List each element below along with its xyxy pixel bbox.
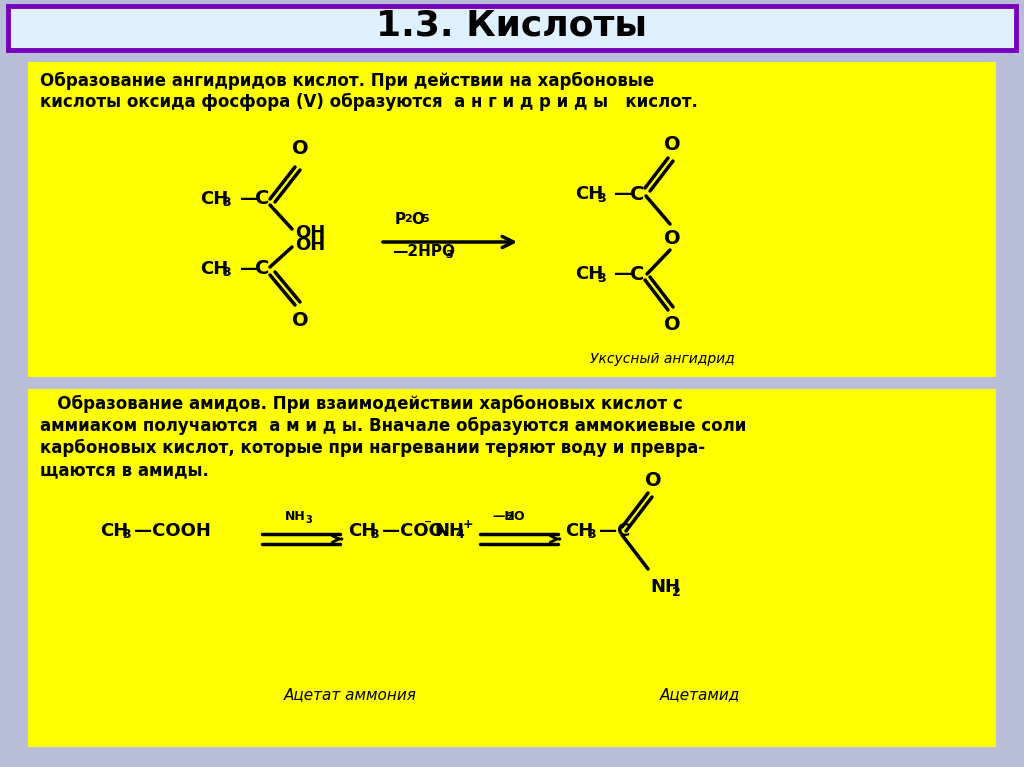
Text: —C: —C <box>599 522 631 540</box>
Text: 2: 2 <box>404 214 412 224</box>
Text: ⁻: ⁻ <box>424 518 432 532</box>
Text: OH: OH <box>295 224 326 242</box>
Text: 1.3. Кислоты: 1.3. Кислоты <box>377 9 647 43</box>
Text: 3: 3 <box>222 266 230 279</box>
Text: +: + <box>463 518 474 532</box>
FancyBboxPatch shape <box>28 389 996 747</box>
Text: O: O <box>645 472 662 491</box>
Text: 3: 3 <box>597 272 605 285</box>
Text: —COOH: —COOH <box>134 522 211 540</box>
Text: 3: 3 <box>597 192 605 205</box>
Text: CH: CH <box>200 190 228 208</box>
Text: O: O <box>664 134 680 153</box>
Text: C: C <box>255 259 269 278</box>
Text: —: — <box>240 190 258 208</box>
Text: OH: OH <box>295 236 326 254</box>
Text: O: O <box>292 140 308 159</box>
Text: 2: 2 <box>506 512 513 522</box>
Text: 3: 3 <box>370 528 379 542</box>
Text: O: O <box>513 511 523 524</box>
Text: C: C <box>630 185 644 203</box>
FancyBboxPatch shape <box>8 6 1016 50</box>
Text: —: — <box>240 260 258 278</box>
Text: O: O <box>664 314 680 334</box>
Text: CH: CH <box>575 185 603 203</box>
Text: кислоты оксида фосфора (V) образуются  а н г и д р и д ы   кислот.: кислоты оксида фосфора (V) образуются а … <box>40 93 698 111</box>
Text: 3: 3 <box>222 196 230 209</box>
Text: 3: 3 <box>587 528 596 542</box>
Text: Образование амидов. При взаимодействии харбоновых кислот с: Образование амидов. При взаимодействии х… <box>40 395 683 413</box>
Text: 3: 3 <box>122 528 131 542</box>
Text: 5: 5 <box>421 214 429 224</box>
Text: аммиаком получаются  а м и д ы. Вначале образуются аммокиевые соли: аммиаком получаются а м и д ы. Вначале о… <box>40 417 746 435</box>
Text: CH: CH <box>100 522 128 540</box>
Text: CH: CH <box>575 265 603 283</box>
Text: CH: CH <box>565 522 593 540</box>
Text: C: C <box>255 189 269 209</box>
Text: —COO: —COO <box>382 522 443 540</box>
Text: O: O <box>411 212 424 226</box>
Text: CH: CH <box>348 522 376 540</box>
Text: —: — <box>614 185 632 203</box>
Text: CH: CH <box>200 260 228 278</box>
Text: Уксусный ангидрид: Уксусный ангидрид <box>590 352 735 366</box>
Text: Ацетамид: Ацетамид <box>659 687 740 702</box>
Text: —: — <box>614 265 632 283</box>
Text: 2: 2 <box>672 585 681 598</box>
Text: 3: 3 <box>305 515 311 525</box>
Text: NH: NH <box>285 511 306 524</box>
Text: NH: NH <box>434 522 464 540</box>
FancyBboxPatch shape <box>28 62 996 377</box>
Text: NH: NH <box>650 578 680 596</box>
Text: 4: 4 <box>455 528 464 542</box>
Text: —H: —H <box>492 511 515 524</box>
Text: —2HPO: —2HPO <box>392 243 455 258</box>
Text: P: P <box>395 212 407 226</box>
Text: C: C <box>630 265 644 284</box>
Text: O: O <box>664 229 680 248</box>
Text: O: O <box>292 311 308 330</box>
Text: 3: 3 <box>445 250 453 260</box>
Text: Ацетат аммония: Ацетат аммония <box>284 687 417 702</box>
Text: щаются в амиды.: щаются в амиды. <box>40 461 209 479</box>
Text: Образование ангидридов кислот. При действии на харбоновые: Образование ангидридов кислот. При дейст… <box>40 72 654 91</box>
Text: карбоновых кислот, которые при нагревании теряют воду и превра-: карбоновых кислот, которые при нагревани… <box>40 439 706 457</box>
